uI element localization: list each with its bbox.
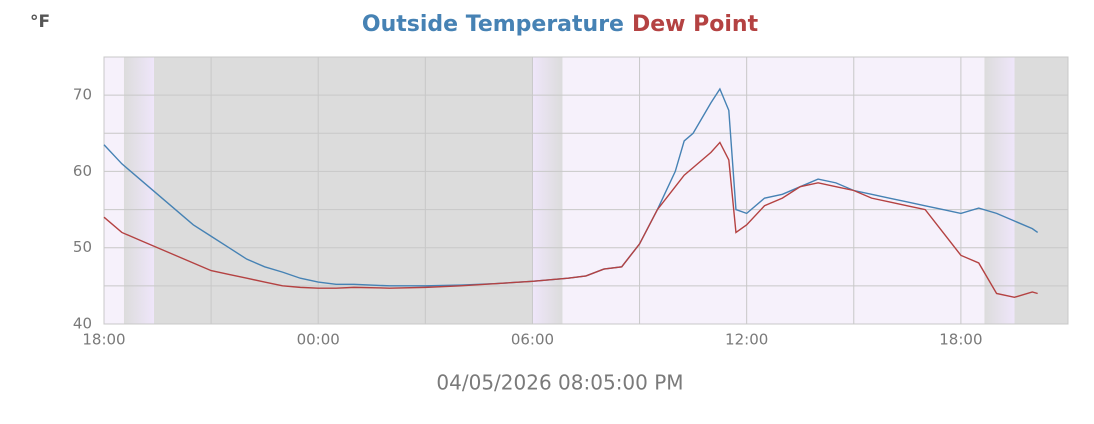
y-tick-label: 60	[73, 162, 92, 180]
x-caption: 04/05/2026 08:05:00 PM	[436, 371, 683, 395]
x-tick-label: 06:00	[511, 331, 554, 349]
plot-frame	[103, 56, 1069, 325]
x-tick-label: 00:00	[297, 331, 340, 349]
title-dewpoint: Dew Point	[632, 12, 759, 37]
twilight	[123, 57, 154, 324]
twilight	[532, 57, 563, 324]
y-tick-label: 50	[73, 238, 92, 256]
y-unit: °F	[30, 12, 50, 32]
night-band	[1014, 57, 1068, 324]
title-temperature: Outside Temperature	[362, 12, 624, 37]
x-tick-label: 12:00	[725, 331, 768, 349]
x-tick-label: 18:00	[939, 331, 982, 349]
x-tick-label: 18:00	[82, 331, 125, 349]
chart-title: Outside Temperature Dew Point	[362, 12, 759, 37]
y-tick-label: 40	[73, 315, 92, 333]
y-tick-label: 70	[73, 86, 92, 104]
night-band	[153, 57, 533, 324]
series-line	[103, 141, 1038, 299]
twilight	[984, 57, 1015, 324]
